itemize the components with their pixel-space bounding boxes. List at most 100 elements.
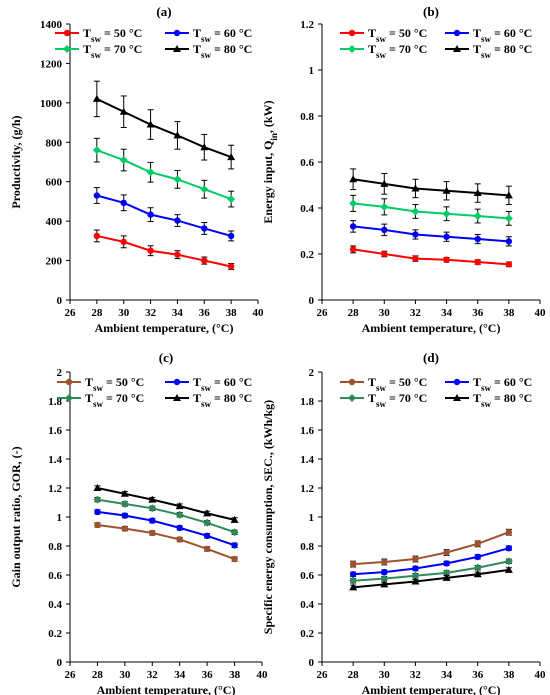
x-tick-label: 28 xyxy=(91,307,103,319)
series-line xyxy=(353,547,510,576)
data-point xyxy=(412,231,419,238)
data-point xyxy=(349,223,357,230)
data-point xyxy=(92,94,101,102)
data-point xyxy=(230,515,239,523)
data-point xyxy=(443,256,450,263)
legend-marker xyxy=(173,29,181,37)
data-point xyxy=(93,192,101,199)
data-point xyxy=(442,186,451,194)
series-1 xyxy=(349,528,513,568)
series-line xyxy=(353,225,509,243)
x-tick-label: 38 xyxy=(226,307,238,319)
y-tick-label: 1400 xyxy=(40,19,63,31)
data-point xyxy=(200,143,209,151)
data-point xyxy=(349,571,357,578)
x-tick-label: 38 xyxy=(229,669,241,681)
data-point xyxy=(442,573,451,581)
data-point xyxy=(381,568,388,576)
series-line xyxy=(353,568,509,589)
y-tick-label: 0.4 xyxy=(300,203,314,215)
data-point xyxy=(119,107,128,115)
data-point xyxy=(380,202,389,211)
data-point xyxy=(474,540,481,548)
y-axis-label: Specific energy consumption, SEC., (kWh/… xyxy=(261,400,275,634)
data-point xyxy=(147,211,154,218)
data-point xyxy=(504,191,513,199)
x-tick-label: 30 xyxy=(379,669,391,681)
legend-label-subscript: sw xyxy=(376,383,387,393)
data-point xyxy=(349,576,358,585)
x-tick-label: 36 xyxy=(472,307,484,319)
data-point xyxy=(473,570,482,578)
y-tick-label: 0.4 xyxy=(300,599,314,611)
y-tick-label: 1.2 xyxy=(300,483,314,495)
series-4 xyxy=(349,565,513,591)
legend-label-value: = 80 °C xyxy=(211,42,252,56)
legend-label: Tsw = 80 °C xyxy=(473,391,532,409)
data-point xyxy=(474,258,481,266)
legend-label-value: = 70 °C xyxy=(101,42,142,56)
y-tick-label: 0.6 xyxy=(48,570,62,582)
data-point xyxy=(412,565,419,572)
data-point xyxy=(474,553,481,561)
legend-label: Tsw = 80 °C xyxy=(193,391,252,409)
data-point xyxy=(349,560,357,568)
legend-item: Tsw = 80 °C xyxy=(165,42,252,60)
data-point xyxy=(231,555,238,563)
series-1 xyxy=(94,521,238,563)
data-point xyxy=(147,247,154,254)
chart-panel-4: 26 28 30 32 34 36 38 40 0 0.2 0.4 0.6 0.8 1 1.2 1.4 1.6 1… xyxy=(261,350,546,695)
y-tick-label: 0 xyxy=(57,295,63,307)
data-point xyxy=(411,207,420,216)
data-point xyxy=(148,495,157,503)
data-point xyxy=(504,214,513,223)
legend-label-subscript: sw xyxy=(201,34,212,44)
x-tick-label: 28 xyxy=(348,669,360,681)
x-axis-label: Ambient temperature, (°C) xyxy=(362,321,501,335)
series-line xyxy=(353,531,510,566)
data-point xyxy=(174,217,181,224)
x-tick-label: 40 xyxy=(535,307,547,319)
chart-title: (b) xyxy=(423,4,439,19)
y-tick-label: 1200 xyxy=(40,58,63,70)
legend-marker xyxy=(348,394,356,402)
series-3 xyxy=(92,137,236,208)
y-axis-label-subscript: in xyxy=(269,133,279,141)
y-tick-label: 0 xyxy=(309,295,315,307)
legend-marker xyxy=(348,378,356,386)
legend-marker xyxy=(65,378,73,386)
data-point xyxy=(203,509,212,517)
legend-label-subscript: sw xyxy=(93,399,104,409)
data-point xyxy=(411,571,420,580)
legend-marker xyxy=(348,29,356,37)
series-2 xyxy=(94,508,238,549)
legend-item: Tsw = 50 °C xyxy=(57,375,144,393)
data-point xyxy=(443,549,450,556)
y-tick-label: 600 xyxy=(46,177,63,189)
series-line xyxy=(97,510,235,547)
legend-label-subscript: sw xyxy=(376,50,387,60)
data-point xyxy=(121,525,129,532)
legend-item: Tsw = 80 °C xyxy=(445,42,532,60)
data-point xyxy=(176,524,183,532)
y-tick-label: 2 xyxy=(57,367,63,379)
legend-marker xyxy=(173,394,181,401)
legend-item: Tsw = 60 °C xyxy=(445,26,532,44)
data-point xyxy=(203,518,212,527)
legend-item: Tsw = 70 °C xyxy=(55,42,142,60)
legend-item: Tsw = 80 °C xyxy=(445,391,532,409)
y-tick-label: 0.8 xyxy=(48,541,62,553)
data-point xyxy=(411,184,420,192)
y-tick-label: 0.8 xyxy=(300,111,314,123)
series-4 xyxy=(349,168,513,206)
legend-marker xyxy=(63,45,71,53)
series-line xyxy=(352,248,509,266)
x-tick-label: 26 xyxy=(317,669,329,681)
legend-label-subscript: sw xyxy=(481,383,492,393)
data-point xyxy=(149,529,156,537)
y-tick-label: 1 xyxy=(57,512,63,524)
y-tick-label: 0.4 xyxy=(48,599,62,611)
legend-label-subscript: sw xyxy=(201,383,212,393)
y-tick-label: 1 xyxy=(309,512,315,524)
data-point xyxy=(227,232,235,240)
